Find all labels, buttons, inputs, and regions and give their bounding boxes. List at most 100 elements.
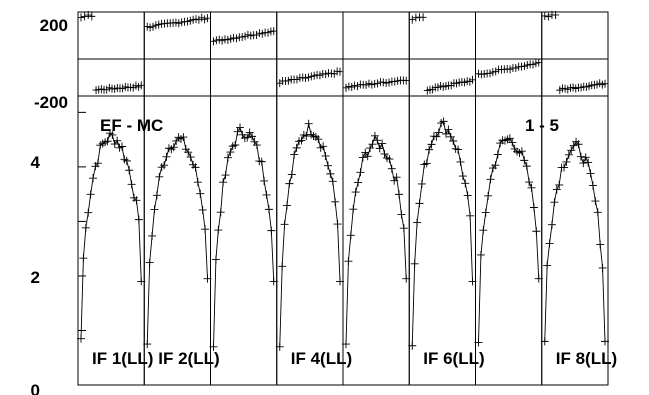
amplitude-point xyxy=(342,340,350,349)
phase-panel-frame xyxy=(77,11,145,97)
amplitude-point xyxy=(184,148,193,157)
axis-labels: 200 -200 4 2 0 EF - MC 1 - 5 xyxy=(31,16,560,395)
amplitude-point xyxy=(356,168,365,177)
amplitude-point xyxy=(458,172,467,181)
phase-point xyxy=(238,32,246,41)
phase-point xyxy=(192,15,200,24)
phase-point xyxy=(345,82,353,91)
amplitude-point xyxy=(368,140,377,149)
amplitude-point xyxy=(520,156,529,165)
panel-label: IF 6(LL) xyxy=(423,349,484,368)
phase-point xyxy=(241,32,249,41)
phase-point xyxy=(155,20,163,29)
phase-panel-frame xyxy=(143,11,211,97)
amplitude-point xyxy=(260,176,269,185)
phase-point xyxy=(601,79,609,88)
phase-point xyxy=(186,16,194,25)
phase-tick-bottom: -200 xyxy=(34,93,68,112)
amplitude-point xyxy=(432,132,441,141)
phase-point xyxy=(284,76,292,85)
phase-point xyxy=(146,23,154,32)
phase-panel-frame xyxy=(408,11,476,97)
amplitude-point xyxy=(408,341,417,350)
amplitude-point xyxy=(231,140,240,149)
phase-point xyxy=(368,80,376,89)
amplitude-point xyxy=(233,127,242,136)
amplitude-point xyxy=(93,159,102,168)
phase-point xyxy=(506,65,514,74)
panel-labels: IF 1(LL) IF 2(LL) IF 4(LL) IF 6(LL) IF 8(LL) xyxy=(92,349,617,368)
annotation-baseline: EF - MC xyxy=(100,116,163,135)
amplitude-point xyxy=(108,130,117,139)
amplitude-point xyxy=(243,133,252,142)
amplitude-point xyxy=(479,226,488,235)
amplitude-point xyxy=(491,161,500,170)
amplitude-point xyxy=(476,250,485,259)
phase-point xyxy=(412,13,420,22)
phase-point xyxy=(302,74,310,83)
phase-point xyxy=(247,31,255,40)
amplitude-point xyxy=(122,156,131,165)
amplitude-point xyxy=(344,257,353,266)
phase-point xyxy=(523,61,531,70)
amplitude-point xyxy=(264,205,273,214)
amplitude-point xyxy=(598,263,607,272)
amplitude-point xyxy=(427,140,436,149)
amplitude-point xyxy=(358,153,367,162)
phase-point xyxy=(544,12,552,21)
amplitude-series-line xyxy=(478,137,540,343)
phase-point xyxy=(486,69,494,78)
amplitude-point xyxy=(349,205,358,214)
amp-panel-frame xyxy=(77,95,145,386)
amplitude-point xyxy=(269,277,278,286)
amplitude-point xyxy=(89,174,98,183)
amplitude-point xyxy=(292,143,301,152)
amplitude-point xyxy=(584,158,593,167)
amplitude-point xyxy=(280,220,289,229)
phase-point xyxy=(391,77,399,86)
amplitude-series-line xyxy=(146,136,208,345)
panel-label: IF 4(LL) xyxy=(291,349,352,368)
amp-panel-frame xyxy=(342,95,410,386)
amplitude-point xyxy=(534,274,543,283)
phase-point xyxy=(264,28,272,37)
amplitude-point xyxy=(333,220,342,229)
amplitude-point xyxy=(574,140,583,149)
phase-point xyxy=(77,13,85,22)
amplitude-point xyxy=(375,144,384,153)
amplitude-point xyxy=(198,205,207,214)
phase-point xyxy=(183,17,191,26)
amplitude-point xyxy=(354,178,363,187)
phase-point xyxy=(351,81,359,90)
amp-panel-frame xyxy=(276,95,344,386)
phase-point xyxy=(253,30,261,39)
amplitude-point xyxy=(415,199,424,208)
amplitude-point xyxy=(150,205,159,214)
phase-point xyxy=(293,75,301,84)
amplitude-point xyxy=(397,210,406,219)
amplitude-point xyxy=(314,135,323,144)
amplitude-point xyxy=(446,132,455,141)
amplitude-point xyxy=(321,151,330,160)
amplitude-point xyxy=(86,190,95,199)
amplitude-point xyxy=(410,259,419,268)
amplitude-point xyxy=(117,142,126,151)
phase-point xyxy=(342,83,350,92)
amplitude-point xyxy=(278,262,287,271)
phase-point xyxy=(419,13,427,22)
amplitude-point xyxy=(468,277,477,286)
amplitude-point xyxy=(125,166,134,175)
phase-point xyxy=(270,27,278,36)
phase-point xyxy=(374,79,382,88)
phase-point xyxy=(552,10,560,19)
amplitude-series-line xyxy=(544,140,606,342)
amplitude-point xyxy=(373,136,382,145)
phase-point xyxy=(307,72,315,81)
amplitude-point xyxy=(449,137,458,146)
amplitude-point xyxy=(155,172,164,181)
phase-point xyxy=(224,35,232,44)
amplitude-point xyxy=(456,157,465,166)
amplitude-point xyxy=(576,152,585,161)
amplitude-point xyxy=(248,132,257,141)
amplitude-point xyxy=(323,161,332,170)
